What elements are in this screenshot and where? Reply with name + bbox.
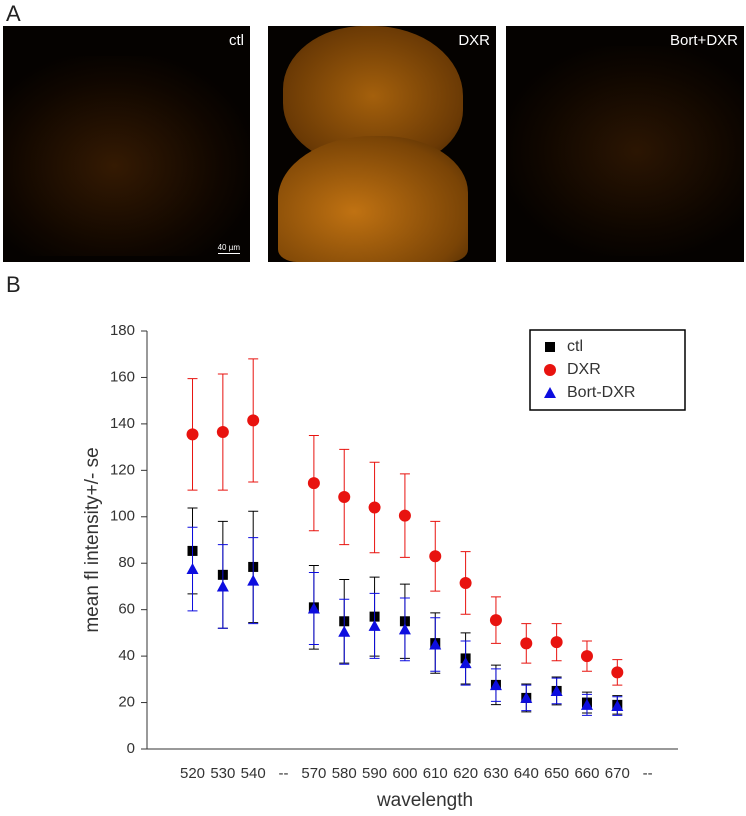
- point: [307, 477, 320, 490]
- panel-label: A: [6, 1, 21, 26]
- x-tick-label: 670: [605, 765, 630, 782]
- point: [580, 698, 593, 710]
- point: [247, 574, 260, 586]
- y-tick-label: 120: [110, 461, 135, 478]
- y-tick-label: 40: [118, 647, 135, 664]
- image-label: ctl: [229, 32, 244, 49]
- point: [429, 638, 442, 650]
- y-tick-label: 20: [118, 694, 135, 711]
- point: [368, 501, 381, 514]
- micrograph: Bort+DXR: [506, 26, 744, 262]
- point: [368, 619, 381, 631]
- point: [550, 636, 563, 649]
- point: [489, 679, 502, 691]
- point: [398, 509, 411, 522]
- x-tick-label: 630: [483, 765, 508, 782]
- scale-bar-label: 40 µm: [217, 243, 240, 252]
- point: [186, 563, 199, 575]
- x-tick-label: 660: [574, 765, 599, 782]
- x-tick-label: 610: [423, 765, 448, 782]
- scale-bar: 40 µm: [217, 243, 240, 254]
- x-tick-label: 580: [332, 765, 357, 782]
- y-tick-label: 160: [110, 368, 135, 385]
- legend-label: ctl: [567, 338, 583, 355]
- image-label: Bort+DXR: [670, 32, 738, 49]
- y-tick-label: 80: [118, 554, 135, 571]
- point: [398, 623, 411, 635]
- legend-marker: [544, 364, 556, 376]
- image-label: DXR: [458, 32, 490, 49]
- x-tick-label: --: [279, 765, 289, 782]
- point: [611, 700, 624, 712]
- x-tick-label: 640: [514, 765, 539, 782]
- point: [611, 666, 624, 679]
- tissue: [506, 46, 744, 256]
- point: [459, 657, 472, 669]
- x-tick-label: 650: [544, 765, 569, 782]
- x-tick-label: 620: [453, 765, 478, 782]
- point: [459, 576, 472, 589]
- point: [338, 491, 351, 504]
- x-tick-label: 530: [210, 765, 235, 782]
- point: [216, 426, 229, 439]
- x-tick-label: 600: [392, 765, 417, 782]
- x-tick-label: 520: [180, 765, 205, 782]
- point: [520, 691, 533, 703]
- point: [216, 580, 229, 592]
- point: [429, 550, 442, 563]
- legend-marker: [544, 387, 556, 398]
- tissue: [278, 136, 468, 262]
- micrograph: DXR: [268, 26, 496, 262]
- point: [307, 602, 320, 614]
- point: [550, 684, 563, 696]
- micrograph: ctl 40 µm: [3, 26, 250, 262]
- x-tick-label: 540: [241, 765, 266, 782]
- x-tick-label: 570: [301, 765, 326, 782]
- tissue: [3, 56, 250, 256]
- point: [520, 637, 533, 650]
- point: [338, 625, 351, 637]
- legend-marker: [545, 342, 555, 352]
- y-tick-label: 0: [127, 740, 135, 757]
- legend-label: DXR: [567, 361, 601, 378]
- point: [580, 650, 593, 663]
- legend-label: Bort-DXR: [567, 384, 635, 401]
- x-axis-label: wavelength: [376, 790, 473, 811]
- y-axis-label: mean fl intensity+/- se: [82, 447, 103, 632]
- x-tick-label: 590: [362, 765, 387, 782]
- y-tick-label: 180: [110, 322, 135, 339]
- point: [489, 614, 502, 627]
- point: [247, 414, 260, 427]
- panel-label: B: [6, 272, 21, 297]
- x-tick-label: --: [643, 765, 653, 782]
- y-tick-label: 100: [110, 508, 135, 525]
- y-tick-label: 60: [118, 601, 135, 618]
- y-tick-label: 140: [110, 415, 135, 432]
- point: [186, 428, 199, 441]
